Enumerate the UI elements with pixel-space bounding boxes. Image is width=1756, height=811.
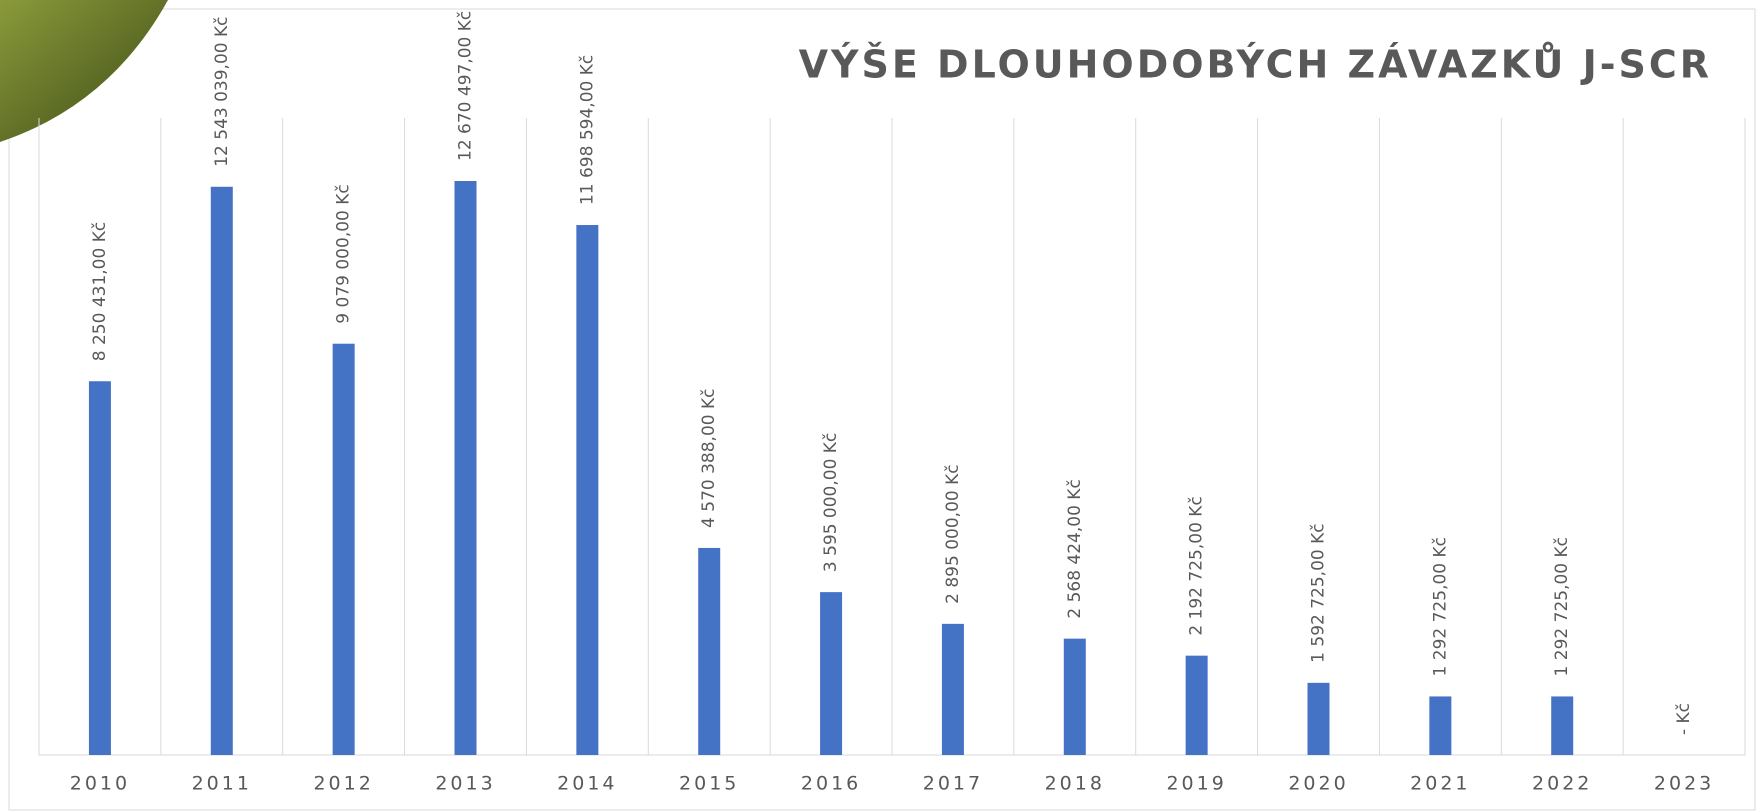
data-label: 2 192 725,00 Kč (1187, 496, 1207, 635)
data-label: 1 292 725,00 Kč (1552, 537, 1572, 676)
chart: VÝŠE DLOUHODOBÝCH ZÁVAZKŮ J-SCR 2010 8 25… (0, 0, 1756, 811)
data-label: 11 698 594,00 Kč (577, 55, 597, 205)
x-tick-label: 2023 (1654, 773, 1714, 795)
data-label: 8 250 431,00 Kč (90, 222, 110, 361)
data-label: 9 079 000,00 Kč (334, 184, 354, 323)
x-tick-label: 2010 (70, 773, 130, 795)
x-tick-label: 2021 (1410, 773, 1470, 795)
bar (89, 381, 111, 755)
x-tick-label: 2020 (1288, 773, 1348, 795)
x-tick-label: 2017 (923, 773, 983, 795)
bar (1551, 696, 1573, 755)
x-tick-label: 2013 (435, 773, 495, 795)
corner-image (0, 0, 168, 142)
bar (1186, 656, 1208, 755)
data-label: 3 595 000,00 Kč (821, 433, 841, 572)
bar (576, 225, 598, 755)
data-label: 1 292 725,00 Kč (1430, 537, 1450, 676)
data-label: 2 895 000,00 Kč (943, 464, 963, 603)
x-tick-label: 2018 (1045, 773, 1105, 795)
bar (1064, 639, 1086, 755)
bar (1429, 696, 1451, 755)
bar (820, 592, 842, 755)
x-tick-label: 2011 (192, 773, 252, 795)
data-label: 1 592 725,00 Kč (1309, 523, 1329, 662)
data-label: 12 670 497,00 Kč (456, 11, 476, 161)
x-tick-label: 2014 (557, 773, 617, 795)
x-tick-label: 2022 (1532, 773, 1592, 795)
x-tick-label: 2019 (1166, 773, 1226, 795)
x-tick-label: 2016 (801, 773, 861, 795)
data-label: 12 543 039,00 Kč (212, 16, 232, 166)
bar (455, 181, 477, 755)
bar (698, 548, 720, 755)
data-label: 4 570 388,00 Kč (699, 388, 719, 527)
x-tick-label: 2015 (679, 773, 739, 795)
bar (211, 187, 233, 755)
x-tick-label: 2012 (313, 773, 373, 795)
bar (942, 624, 964, 755)
data-label: - Kč (1674, 703, 1694, 735)
chart-frame (9, 9, 1755, 810)
bar (1308, 683, 1330, 755)
bar (333, 344, 355, 755)
chart-title: VÝŠE DLOUHODOBÝCH ZÁVAZKŮ J-SCR (799, 43, 1712, 87)
data-label: 2 568 424,00 Kč (1065, 479, 1085, 618)
